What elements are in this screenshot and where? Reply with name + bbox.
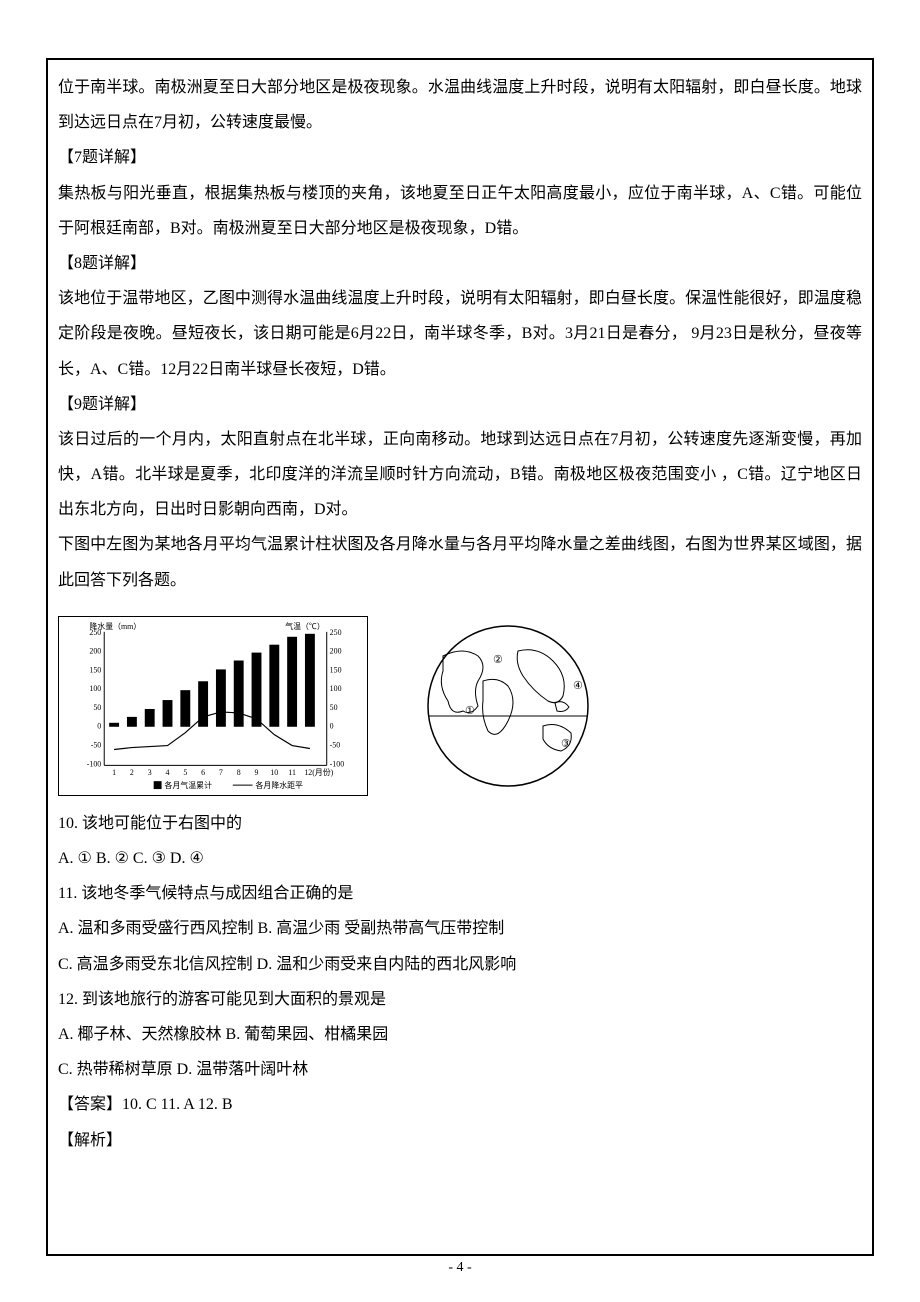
svg-text:-100: -100 <box>330 759 345 768</box>
svg-text:9: 9 <box>255 768 259 777</box>
svg-text:5: 5 <box>183 768 187 777</box>
precip-anomaly-line <box>114 712 310 750</box>
q12-stem: 12. 到该地旅行的游客可能见到大面积的景观是 <box>58 982 862 1017</box>
svg-text:0: 0 <box>330 722 334 731</box>
q9-heading: 【9题详解】 <box>58 387 862 422</box>
q10-options: A. ① B. ② C. ③ D. ④ <box>58 841 862 876</box>
marker-4: ④ <box>573 680 583 692</box>
chart-legend: 各月气温累计 各月降水距平 <box>154 780 303 790</box>
svg-text:150: 150 <box>330 665 342 674</box>
svg-text:100: 100 <box>89 684 101 693</box>
svg-text:50: 50 <box>330 703 338 712</box>
svg-text:4: 4 <box>166 768 170 777</box>
bars <box>109 634 315 727</box>
svg-text:-50: -50 <box>330 740 341 749</box>
svg-text:1: 1 <box>112 768 116 777</box>
figure-row: 降水量（mm） 气温（℃） 250 200 150 100 <box>58 616 862 796</box>
svg-text:8: 8 <box>237 768 241 777</box>
q10-stem: 10. 该地可能位于右图中的 <box>58 806 862 841</box>
globe-map: ① ② ③ ④ <box>408 616 608 796</box>
svg-text:12(月份): 12(月份) <box>304 767 333 777</box>
q11-options-line2: C. 高温多雨受东北信风控制 D. 温和少雨受来自内陆的西北风影响 <box>58 947 862 982</box>
marker-1: ① <box>465 705 475 717</box>
svg-text:150: 150 <box>89 665 101 674</box>
svg-text:200: 200 <box>89 646 101 655</box>
q7-heading: 【7题详解】 <box>58 140 862 175</box>
page-number: - 4 - <box>0 1253 920 1284</box>
figure-intro: 下图中左图为某地各月平均气温累计柱状图及各月降水量与各月平均降水量之差曲线图，右… <box>58 527 862 597</box>
svg-text:-50: -50 <box>91 740 102 749</box>
paragraph-continuation: 位于南半球。南极洲夏至日大部分地区是极夜现象。水温曲线温度上升时段，说明有太阳辐… <box>58 70 862 140</box>
y-ticks-right: 250 200 150 100 50 0 -50 -100 <box>330 628 345 769</box>
svg-text:10: 10 <box>270 768 278 777</box>
document-body: 位于南半球。南极洲夏至日大部分地区是极夜现象。水温曲线温度上升时段，说明有太阳辐… <box>58 70 862 1158</box>
q7-body: 集热板与阳光垂直，根据集热板与楼顶的夹角，该地夏至日正午太阳高度最小，应位于南半… <box>58 176 862 246</box>
answers-line: 【答案】10. C 11. A 12. B <box>58 1087 862 1122</box>
analysis-heading: 【解析】 <box>58 1123 862 1158</box>
svg-text:-100: -100 <box>87 759 102 768</box>
climate-chart-svg: 降水量（mm） 气温（℃） 250 200 150 100 <box>59 617 367 795</box>
svg-text:200: 200 <box>330 646 342 655</box>
svg-text:250: 250 <box>89 628 101 637</box>
q12-options-line2: C. 热带稀树草原 D. 温带落叶阔叶林 <box>58 1052 862 1087</box>
climate-chart: 降水量（mm） 气温（℃） 250 200 150 100 <box>58 616 368 796</box>
svg-text:100: 100 <box>330 684 342 693</box>
y-ticks-left: 250 200 150 100 50 0 -50 -100 <box>87 628 102 769</box>
q9-body: 该日过后的一个月内，太阳直射点在北半球，正向南移动。地球到达远日点在7月初，公转… <box>58 422 862 528</box>
marker-3: ③ <box>561 738 571 750</box>
q8-body: 该地位于温带地区，乙图中测得水温曲线温度上升时段，说明有太阳辐射，即白昼长度。保… <box>58 281 862 387</box>
legend-line-label: 各月降水距平 <box>256 780 304 790</box>
svg-text:3: 3 <box>148 768 152 777</box>
legend-bar-label: 各月气温累计 <box>165 780 213 790</box>
q11-stem: 11. 该地冬季气候特点与成因组合正确的是 <box>58 876 862 911</box>
svg-text:50: 50 <box>93 703 101 712</box>
marker-2: ② <box>493 654 503 666</box>
svg-text:11: 11 <box>288 768 296 777</box>
q12-options-line1: A. 椰子林、天然橡胶林 B. 葡萄果园、柑橘果园 <box>58 1017 862 1052</box>
svg-text:2: 2 <box>130 768 134 777</box>
q11-options-line1: A. 温和多雨受盛行西风控制 B. 高温少雨 受副热带高气压带控制 <box>58 911 862 946</box>
q8-heading: 【8题详解】 <box>58 246 862 281</box>
svg-text:0: 0 <box>97 722 101 731</box>
svg-text:6: 6 <box>201 768 205 777</box>
y-right-label: 气温（℃） <box>285 621 325 631</box>
globe-svg: ① ② ③ ④ <box>423 621 593 791</box>
svg-text:7: 7 <box>219 768 223 777</box>
x-labels: 1 2 3 4 5 6 7 8 9 10 11 12(月份) <box>112 767 334 777</box>
svg-text:250: 250 <box>330 628 342 637</box>
